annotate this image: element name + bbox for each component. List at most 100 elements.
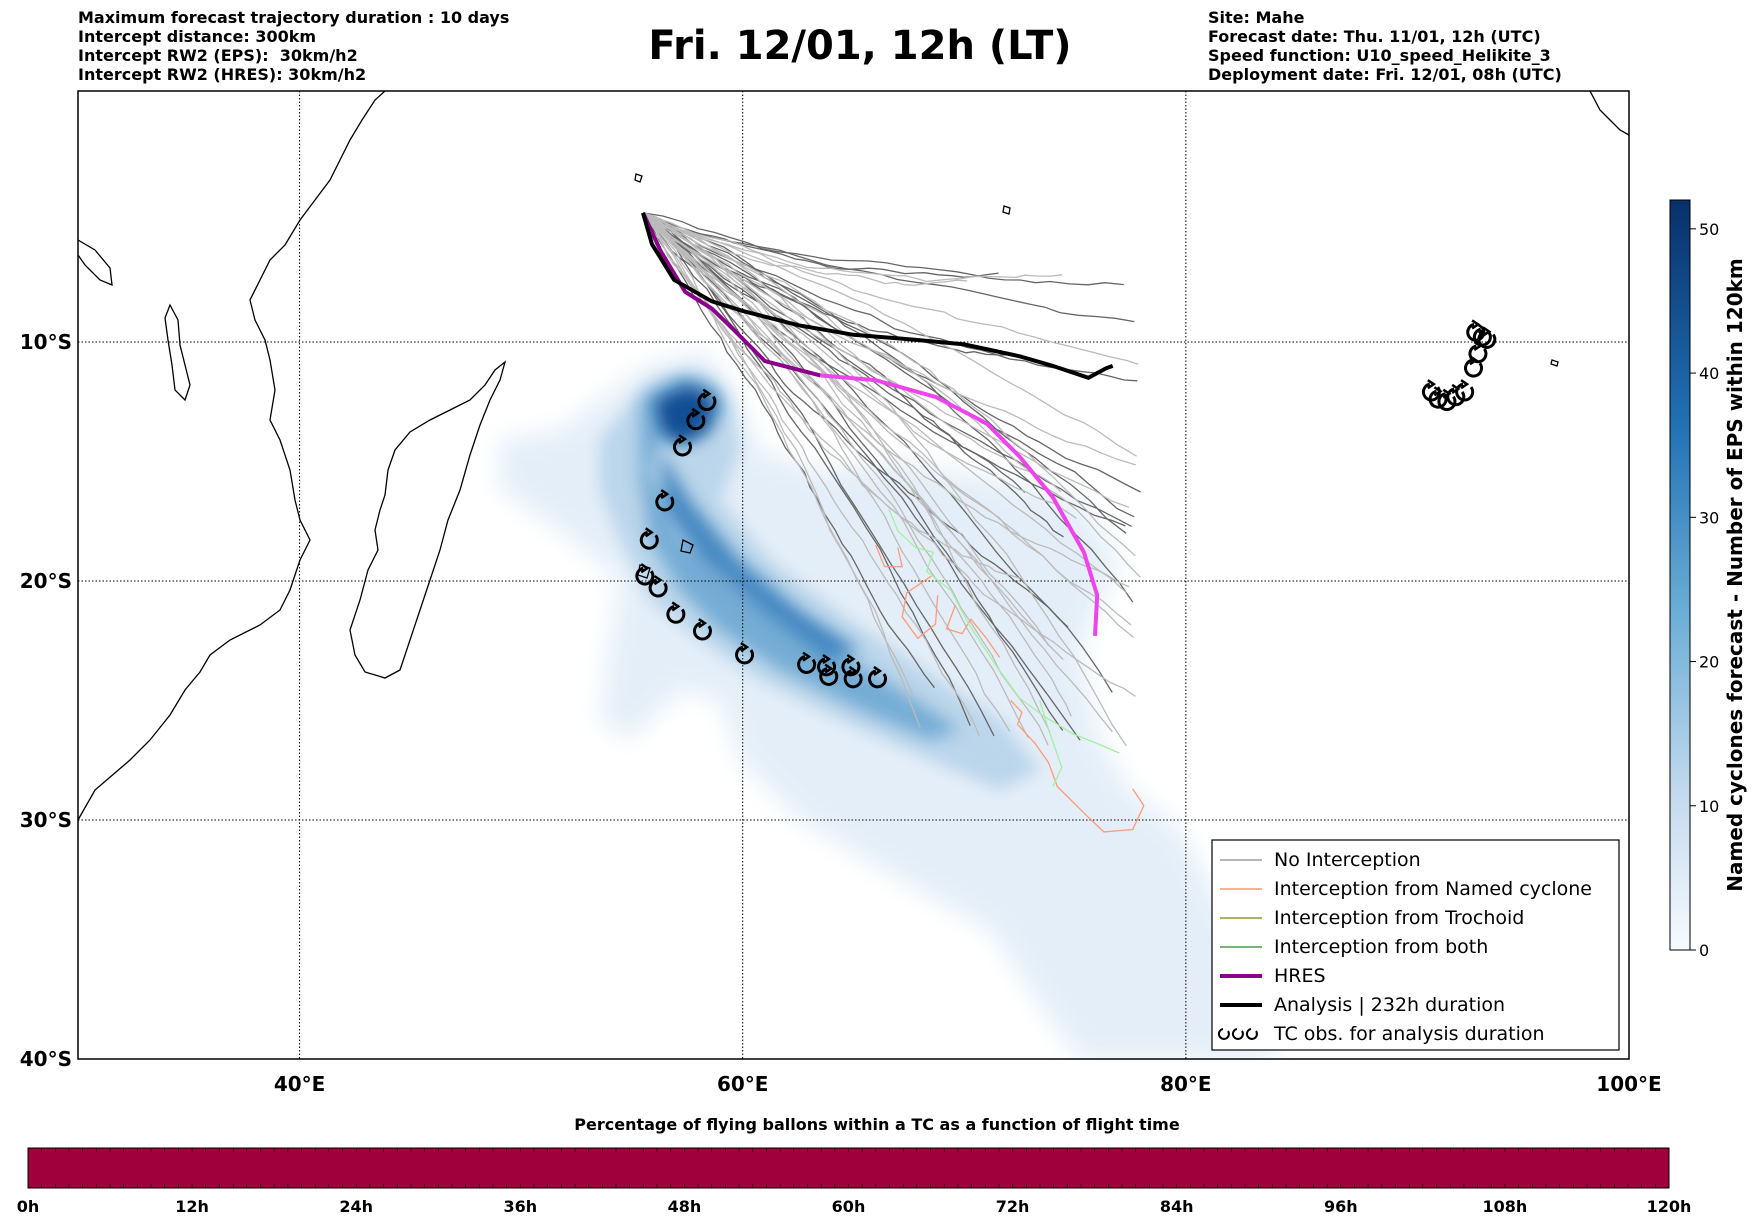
no-interception-trajectory [642, 212, 1132, 626]
tc-obs-symbol [673, 434, 692, 457]
longitude-labels: 40°E 60°E 80°E 100°E [274, 1072, 1662, 1096]
hres-track-late [820, 373, 1100, 637]
legend-cyclone-icon [1217, 1028, 1258, 1040]
colorbar-tick-label: 0 [1699, 941, 1709, 960]
flight-time-bar: 0h 12h 24h 36h 48h 60h 72h 84h 96h 108h 120h [17, 1147, 1692, 1216]
speed-function-text: Speed function: U10_speed_Helikite_3 [1208, 46, 1551, 65]
tc-obs-symbol [817, 653, 837, 677]
flight-time-tick-label: 96h [1324, 1197, 1358, 1216]
no-interception-trajectory [642, 212, 915, 697]
latitude-label: 20°S [20, 569, 72, 593]
longitude-label: 100°E [1596, 1072, 1661, 1096]
no-interception-trajectories [642, 212, 1141, 747]
madagascar-coastline [349, 360, 507, 679]
intercept-eps-text: Intercept RW2 (EPS): 30km/h2 [78, 46, 358, 65]
forecast-date-text: Forecast date: Thu. 11/01, 12h (UTC) [1208, 27, 1541, 46]
longitude-label: 40°E [274, 1072, 326, 1096]
no-interception-trajectory [642, 212, 1072, 717]
tc-obs-symbol [639, 527, 659, 550]
tc-obs-symbol [1464, 355, 1483, 378]
tc-obs-symbol [843, 665, 863, 689]
legend-label: Interception from Named cyclone [1274, 878, 1592, 900]
no-interception-trajectory [642, 212, 1063, 283]
colorbar-tick-label: 30 [1699, 508, 1719, 527]
legend-box [1211, 839, 1620, 1051]
colorbar-label: Named cyclones forecast - Number of EPS … [1723, 258, 1747, 892]
hres-track-early [641, 212, 821, 378]
colorbar-tick-label: 20 [1699, 653, 1719, 672]
mascarene-island-reunion [680, 539, 694, 554]
flight-time-tick-label: 108h [1483, 1197, 1528, 1216]
both-interception-trajectories [888, 509, 1120, 787]
flight-time-tick-label: 24h [339, 1197, 373, 1216]
deployment-date-text: Deployment date: Fri. 12/01, 08h (UTC) [1208, 65, 1562, 84]
legend-label: HRES [1274, 965, 1326, 987]
map-content [78, 91, 1629, 1059]
tc-obs-symbol [797, 651, 817, 674]
no-interception-trajectory [642, 212, 1069, 628]
coastlines [78, 91, 1629, 821]
legend-label: Analysis | 232h duration [1274, 994, 1505, 1016]
no-interception-trajectory [642, 212, 1127, 534]
tc-obs-symbol [819, 663, 839, 686]
no-interception-trajectory [642, 212, 1124, 286]
legend-label: Interception from Trochoid [1274, 907, 1524, 929]
colorbar-tick-label: 50 [1699, 220, 1719, 239]
tc-obs-symbol [655, 489, 675, 512]
africa-coastline [78, 91, 386, 821]
flight-time-tick-label: 48h [668, 1197, 702, 1216]
tc-obs-symbol [692, 618, 712, 641]
no-interception-trajectory [642, 212, 999, 278]
site-text: Site: Mahe [1208, 8, 1305, 27]
no-interception-trajectory [642, 212, 1137, 457]
tc-obs-symbol [666, 601, 686, 624]
no-interception-trajectory [642, 212, 1136, 557]
no-interception-trajectory [642, 212, 1050, 647]
flight-time-bar-fill [27, 1147, 1670, 1189]
tc-obs-symbol [1421, 379, 1441, 402]
tc-obs-symbol [1477, 326, 1497, 349]
colorbar: 0 10 20 30 40 50 Named cyclones forecast - Nu… [1669, 199, 1747, 960]
longitude-label: 60°E [717, 1072, 769, 1096]
map-title: Fri. 12/01, 12h (LT) [648, 23, 1072, 69]
max-duration-text: Maximum forecast trajectory duration : 1… [78, 8, 510, 27]
legend-label: Interception from both [1274, 936, 1488, 958]
named-cyclone-interception-trajectory [901, 575, 939, 640]
legend: No Interception Interception from Named c… [1211, 839, 1620, 1051]
no-interception-trajectory [642, 212, 1134, 603]
tc-obs-symbol [735, 642, 755, 665]
legend-label: TC obs. for analysis duration [1273, 1023, 1545, 1045]
tc-observations [635, 319, 1497, 689]
no-interception-trajectory [642, 212, 1062, 493]
no-interception-trajectory [642, 212, 1136, 697]
cocos-islands [1550, 359, 1559, 367]
named-cyclone-interception-trajectory [875, 544, 904, 568]
colorbar-tick-label: 10 [1699, 797, 1719, 816]
tc-obs-symbol [868, 665, 887, 689]
latitude-label: 40°S [20, 1047, 72, 1071]
no-interception-trajectory [642, 212, 1011, 732]
flight-time-tick-label: 84h [1160, 1197, 1194, 1216]
flight-time-tick-label: 0h [17, 1197, 40, 1216]
no-interception-trajectory [642, 212, 1113, 733]
no-interception-trajectory [642, 212, 1130, 509]
latitude-labels: 10°S 20°S 30°S 40°S [20, 330, 72, 1071]
named-cyclone-interception-trajectory [945, 604, 1001, 658]
no-interception-trajectory [642, 212, 1064, 661]
longitude-label: 80°E [1160, 1072, 1212, 1096]
latitude-label: 10°S [20, 330, 72, 354]
no-interception-trajectory [642, 212, 1064, 731]
latitude-label: 30°S [20, 808, 72, 832]
legend-label: No Interception [1274, 849, 1421, 871]
africa-horn-coast [78, 239, 113, 287]
analysis-track [641, 212, 1114, 380]
chagos-islands [1002, 205, 1011, 215]
flight-time-tick-label: 36h [503, 1197, 537, 1216]
flight-time-tick-label: 120h [1647, 1197, 1692, 1216]
named-cyclone-interception-trajectories [875, 544, 1145, 833]
tc-obs-symbol [686, 407, 706, 431]
no-interception-trajectory [642, 212, 995, 737]
colorbar-tick-label: 40 [1699, 364, 1719, 383]
both-interception-trajectory [1038, 700, 1063, 787]
